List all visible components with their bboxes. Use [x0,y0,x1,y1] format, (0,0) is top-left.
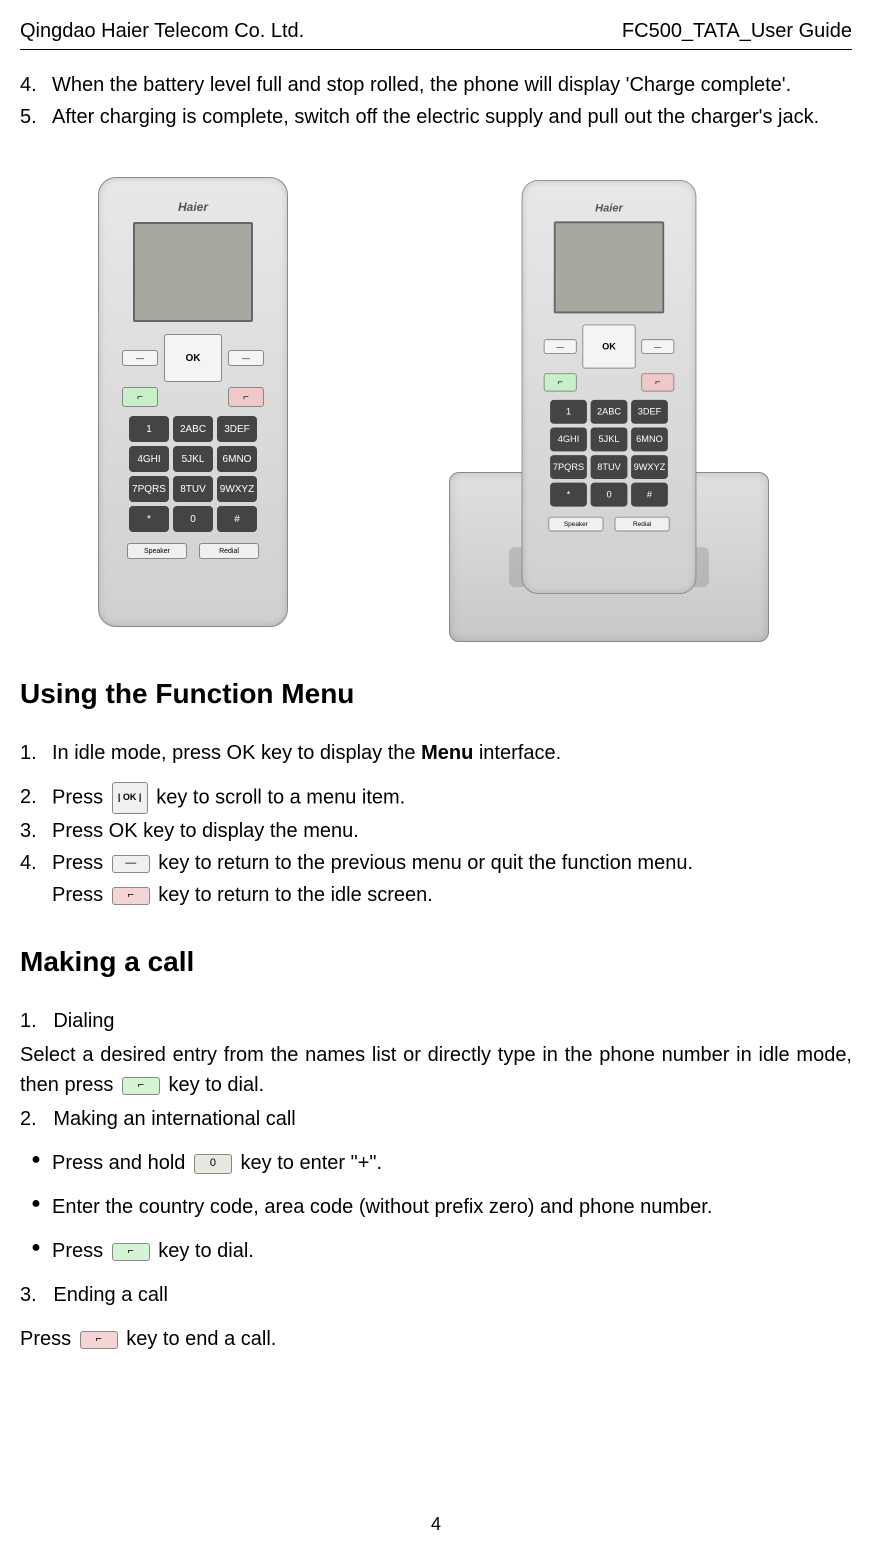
numkey: 8TUV [173,476,213,502]
list-text: In idle mode, press OK key to display th… [52,738,852,768]
redial-key: Redial [199,543,259,559]
header-right: FC500_TATA_User Guide [622,20,852,43]
numkey: # [631,483,668,507]
function-menu-list: 1. In idle mode, press OK key to display… [20,738,852,910]
call-key-icon: ⌐ [112,1243,150,1261]
ok-key: OK [582,324,635,368]
sub-title: Dialing [53,1010,114,1032]
phone-screen [133,222,253,322]
list-text: Press OK key to display the menu. [52,816,852,846]
numkey: 5JKL [591,427,628,451]
header-rule [20,49,852,50]
numkey: 6MNO [217,446,257,472]
sub-number: 3. [20,1284,37,1306]
bullet-icon: ● [20,1192,52,1222]
softkey-right: — [641,339,674,354]
phone-keys: — OK — ⌐ ⌐ 1 2ABC 3DEF 4GHI 5JKL 6MNO 7P… [111,334,275,559]
section-title-function-menu: Using the Function Menu [20,678,852,710]
list-number [20,880,52,910]
sub-title: Making an international call [53,1108,295,1130]
numkey: 8TUV [591,455,628,479]
bullet-text: Press ⌐ key to dial. [52,1236,852,1266]
end-key-icon: ⌐ [80,1331,118,1349]
page-number: 4 [0,1514,872,1535]
softkey-left: — [544,339,577,354]
numkey: 1 [129,416,169,442]
call-key-green: ⌐ [122,387,158,407]
zero-key-icon: 0 [194,1154,232,1174]
numkey: 7PQRS [129,476,169,502]
softkey-left: — [122,350,158,366]
list-number: 5. [20,102,52,132]
dialing-text: Select a desired entry from the names li… [20,1040,852,1100]
numkey: 0 [591,483,628,507]
end-call-text: Press ⌐ key to end a call. [20,1324,852,1354]
speaker-key: Speaker [548,517,603,532]
numkey: 1 [550,400,587,424]
ok-key-icon: | OK | [112,782,148,814]
list-text: Press ⌐ key to return to the idle screen… [52,880,852,910]
list-number: 2. [20,782,52,814]
call-key-green: ⌐ [544,373,577,391]
numkey: 4GHI [129,446,169,472]
bullet-text: Enter the country code, area code (witho… [52,1192,852,1222]
call-key-red: ⌐ [228,387,264,407]
numkey: 5JKL [173,446,213,472]
numkey: 3DEF [631,400,668,424]
phone-keys: — OK — ⌐ ⌐ 1 2ABC 3DEF 4GHI 5JKL 6MNO 7P… [534,324,685,531]
softkey-icon: — [112,855,150,873]
numkey: 7PQRS [550,455,587,479]
numkey: 9WXYZ [631,455,668,479]
phone-brand: Haier [595,201,623,214]
numpad: 1 2ABC 3DEF 4GHI 5JKL 6MNO 7PQRS 8TUV 9W… [550,400,668,507]
softkey-right: — [228,350,264,366]
making-call-content: 1. Dialing Select a desired entry from t… [20,1006,852,1354]
nav-down [582,375,635,390]
numkey: 2ABC [591,400,628,424]
list-number: 3. [20,816,52,846]
numpad: 1 2ABC 3DEF 4GHI 5JKL 6MNO 7PQRS 8TUV 9W… [129,416,257,532]
list-text: When the battery level full and stop rol… [52,70,852,100]
list-text: Press | OK | key to scroll to a menu ite… [52,782,852,814]
sub-title: Ending a call [53,1284,168,1306]
intro-list: 4. When the battery level full and stop … [20,70,852,132]
bullet-icon: ● [20,1148,52,1178]
sub-number: 1. [20,1010,37,1032]
phone-standalone: Haier — OK — ⌐ ⌐ 1 2ABC 3DEF 4GHI 5JKL 6… [98,177,288,627]
sub-number: 2. [20,1108,37,1130]
end-key-icon: ⌐ [112,887,150,905]
phone-brand: Haier [178,200,208,214]
numkey: # [217,506,257,532]
list-number: 1. [20,738,52,768]
numkey: 6MNO [631,427,668,451]
call-key-red: ⌐ [641,373,674,391]
numkey: 4GHI [550,427,587,451]
phone-screen [554,221,664,313]
list-text: Press — key to return to the previous me… [52,848,852,878]
bullet-icon: ● [20,1236,52,1266]
speaker-key: Speaker [127,543,187,559]
numkey: 3DEF [217,416,257,442]
numkey: 2ABC [173,416,213,442]
list-number: 4. [20,70,52,100]
redial-key: Redial [615,517,670,532]
phone-images-row: Haier — OK — ⌐ ⌐ 1 2ABC 3DEF 4GHI 5JKL 6… [20,162,852,642]
numkey: * [550,483,587,507]
nav-down [164,389,222,405]
phone-with-cradle: Haier — OK — ⌐ ⌐ 1 2ABC 3DEF 4GHI [444,162,774,642]
bullet-text: Press and hold 0 key to enter "+". [52,1148,852,1178]
page-header: Qingdao Haier Telecom Co. Ltd. FC500_TAT… [20,20,852,43]
call-key-icon: ⌐ [122,1077,160,1095]
list-number: 4. [20,848,52,878]
numkey: 0 [173,506,213,532]
numkey: * [129,506,169,532]
list-text: After charging is complete, switch off t… [52,102,852,132]
header-left: Qingdao Haier Telecom Co. Ltd. [20,20,304,43]
section-title-making-call: Making a call [20,946,852,978]
ok-key: OK [164,334,222,382]
numkey: 9WXYZ [217,476,257,502]
